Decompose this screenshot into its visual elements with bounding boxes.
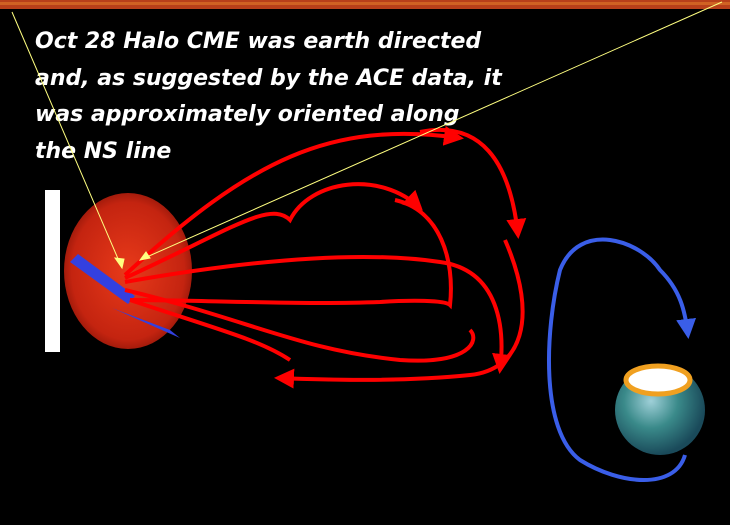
field-loops [123,125,527,389]
loop-arrow [547,237,697,482]
top-strip-texture [0,2,730,5]
cme-bar [112,308,180,338]
pointer-line [139,1,723,261]
caption-line: and, as suggested by the ACE data, it [35,66,503,91]
caption: Oct 28 Halo CME was earth directed and, … [35,29,503,164]
caption-line: Oct 28 Halo CME was earth directed [35,29,481,54]
loop [129,198,453,310]
pointer-lines [11,1,723,270]
loop-arrow [274,239,525,389]
loop-arrow [419,127,527,239]
aurora-oval [623,363,693,397]
loop-arrow [123,125,464,277]
pointer-line [11,11,123,269]
loop [129,298,292,362]
magnetosphere-loop [547,237,697,482]
cme-bar [70,254,135,304]
loop-arrow [124,182,423,280]
loop-arrow [124,254,512,374]
earth [615,363,705,455]
loop [124,288,476,363]
caption-line: the NS line [35,139,171,164]
caption-line: was approximately oriented along [35,102,460,127]
pointer-head [138,251,151,261]
pointer-head [113,257,125,270]
